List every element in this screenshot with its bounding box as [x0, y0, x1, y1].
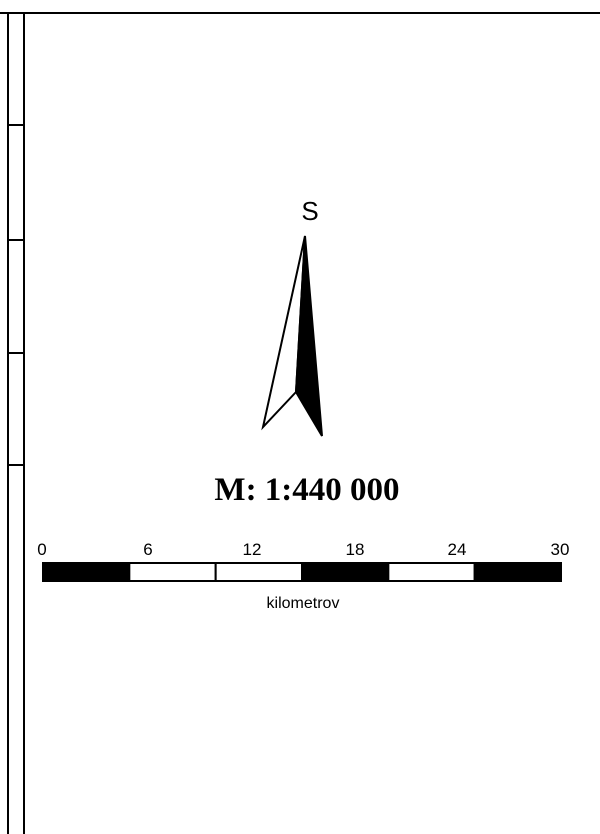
scale-bar-segment	[387, 562, 476, 582]
scale-bar-segment	[473, 562, 562, 582]
scale-tick-label: 6	[143, 540, 152, 559]
scale-tick-label: 24	[448, 540, 467, 559]
scale-tick-label: 0	[37, 540, 46, 559]
scale-tick-label: 12	[243, 540, 262, 559]
scale-ratio-text: M: 1:440 000	[214, 472, 399, 508]
scale-tick-label: 18	[346, 540, 365, 559]
scale-unit-label: kilometrov	[267, 595, 340, 612]
scale-bar-segment	[301, 562, 390, 582]
north-arrow-icon	[261, 235, 323, 437]
scale-bar-segment	[128, 562, 217, 582]
scale-tick-label: 30	[551, 540, 570, 559]
scale-bar	[42, 562, 562, 582]
north-arrow-label: S	[301, 196, 318, 226]
scale-bar-segment	[42, 562, 131, 582]
scale-bar-tick-labels: 0 6 12 18 24 30	[37, 540, 569, 559]
scale-bar-segment	[214, 562, 304, 582]
